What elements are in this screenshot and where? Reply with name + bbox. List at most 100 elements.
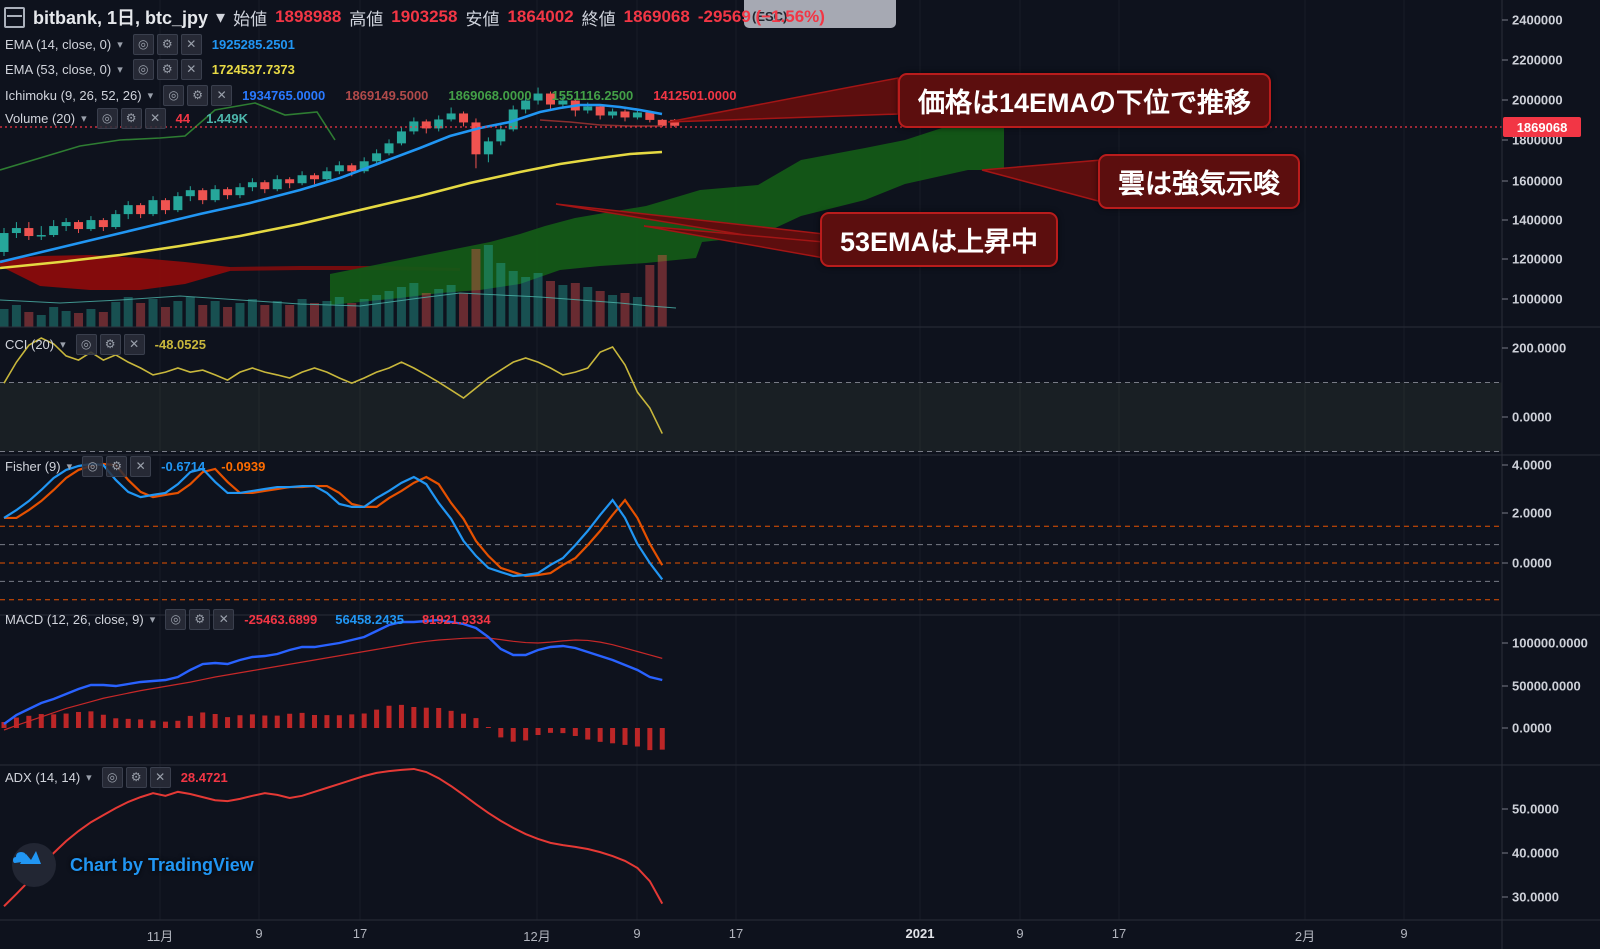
gear-icon[interactable]: ⚙ (106, 455, 128, 477)
chevron-down-icon[interactable]: ▾ (117, 63, 123, 76)
ema53-label: EMA (53, close, 0) (5, 61, 112, 77)
gear-icon[interactable]: ⚙ (120, 107, 142, 129)
adx-value: 28.4721 (180, 769, 228, 785)
low-label: 安値 (465, 9, 500, 29)
escape-tooltip: (ESC) (744, 0, 896, 28)
close-icon[interactable]: ✕ (180, 58, 202, 80)
ichimoku-lagging-value: 1869068.0000 (448, 87, 532, 103)
eye-icon[interactable]: ◎ (132, 58, 154, 80)
price-axis-label: 30.0000 (1512, 889, 1559, 905)
eye-icon[interactable]: ◎ (163, 84, 185, 106)
high-value: 1903258 (391, 7, 458, 26)
close-icon[interactable]: ✕ (213, 608, 235, 630)
open-label: 始値 (233, 9, 268, 29)
gear-icon[interactable]: ⚙ (187, 84, 209, 106)
open-value: 1898988 (275, 7, 342, 26)
chevron-down-icon[interactable]: ▾ (147, 89, 154, 102)
close-icon[interactable]: ✕ (130, 455, 152, 477)
price-axis-label: 2400000 (1512, 12, 1563, 28)
price-axis-label: 4.0000 (1512, 457, 1552, 473)
chevron-down-icon[interactable]: ▾ (81, 112, 87, 125)
cci-value: -48.0525 (154, 336, 206, 352)
legend-ichimoku[interactable]: Ichimoku (9, 26, 52, 26) ▾ ◎ ⚙ ✕ 1934765… (5, 84, 736, 106)
annotation-ema53-rising[interactable]: 53EMAは上昇中 (820, 212, 1059, 267)
gear-icon[interactable]: ⚙ (125, 766, 147, 788)
eye-icon[interactable]: ◎ (96, 107, 118, 129)
close-value: 1869068 (623, 7, 690, 26)
ema53-value: 1724537.7373 (211, 61, 295, 77)
time-axis-label: 11月 (146, 929, 174, 944)
chevron-down-icon[interactable]: ▾ (66, 460, 73, 473)
eye-icon[interactable]: ◎ (165, 608, 187, 630)
gear-icon[interactable]: ⚙ (156, 58, 178, 80)
ichimoku-conversion-value: 1934765.0000 (242, 87, 326, 103)
macd-buttons: ◎ ⚙ ✕ (165, 608, 235, 630)
symbol-caret-icon[interactable]: ▾ (216, 6, 226, 27)
macd-hist-value: -25463.6899 (244, 611, 318, 627)
time-axis-label: 9 (633, 926, 641, 941)
ema14-label: EMA (14, close, 0) (5, 36, 112, 52)
fisher-label: Fisher (9) (5, 458, 61, 474)
price-axis-label: 0.0000 (1512, 409, 1552, 425)
legend-volume[interactable]: Volume (20) ▾ ◎ ⚙ ✕ 44 1.449K (5, 107, 248, 129)
panes-icon[interactable] (4, 6, 25, 28)
cci-label: CCI (20) (5, 336, 55, 352)
price-axis-label: 1200000 (1512, 251, 1563, 267)
legend-ema53[interactable]: EMA (53, close, 0) ▾ ◎ ⚙ ✕ 1724537.7373 (5, 58, 295, 80)
change-value: -29569 (−1.56%) (697, 7, 825, 26)
escape-tooltip-text: (ESC) (752, 9, 788, 24)
gear-icon[interactable]: ⚙ (189, 608, 211, 630)
volume-label: Volume (20) (5, 110, 76, 126)
chevron-down-icon[interactable]: ▾ (60, 338, 66, 351)
ema14-value: 1925285.2501 (211, 36, 295, 52)
time-axis-label: 17 (1111, 926, 1127, 941)
price-axis-label: 40.0000 (1512, 845, 1559, 861)
close-icon[interactable]: ✕ (123, 333, 145, 355)
time-axis-label: 17 (728, 926, 744, 941)
macd-label: MACD (12, 26, close, 9) (5, 611, 144, 627)
price-axis-label: 50000.0000 (1512, 678, 1581, 694)
eye-icon[interactable]: ◎ (82, 455, 104, 477)
time-axis-label: 9 (1400, 926, 1408, 941)
symbol-title[interactable]: bitbank, 1日, btc_jpy (33, 8, 209, 28)
tradingview-footer[interactable]: Chart by TradingView (12, 843, 254, 887)
legend-adx[interactable]: ADX (14, 14) ▾ ◎ ⚙ ✕ 28.4721 (5, 766, 228, 788)
gear-icon[interactable]: ⚙ (99, 333, 121, 355)
annotation-cloud-bullish[interactable]: 雲は強気示唆 (1098, 154, 1300, 209)
price-axis-label: 1000000 (1512, 291, 1563, 307)
close-icon[interactable]: ✕ (211, 84, 233, 106)
fisher-value: -0.6714 (161, 458, 206, 474)
volume-buttons: ◎ ⚙ ✕ (96, 107, 166, 129)
price-axis-label: 0.0000 (1512, 555, 1552, 571)
chevron-down-icon[interactable]: ▾ (149, 613, 156, 626)
legend-ema14[interactable]: EMA (14, close, 0) ▾ ◎ ⚙ ✕ 1925285.2501 (5, 33, 295, 55)
gear-icon[interactable]: ⚙ (156, 33, 178, 55)
close-icon[interactable]: ✕ (180, 33, 202, 55)
legend-macd[interactable]: MACD (12, 26, close, 9) ▾ ◎ ⚙ ✕ -25463.6… (5, 608, 491, 630)
time-axis-label: 9 (1016, 926, 1024, 941)
eye-icon[interactable]: ◎ (75, 333, 97, 355)
close-icon[interactable]: ✕ (144, 107, 166, 129)
volume-ma-value: 1.449K (206, 110, 249, 126)
legend-fisher[interactable]: Fisher (9) ▾ ◎ ⚙ ✕ -0.6714 -0.0939 (5, 455, 265, 477)
eye-icon[interactable]: ◎ (132, 33, 154, 55)
close-icon[interactable]: ✕ (149, 766, 171, 788)
close-label: 終値 (581, 9, 616, 29)
chevron-down-icon[interactable]: ▾ (86, 771, 92, 784)
tradingview-credit[interactable]: Chart by TradingView (70, 854, 254, 875)
volume-value: 44 (175, 110, 191, 126)
legend-cci[interactable]: CCI (20) ▾ ◎ ⚙ ✕ -48.0525 (5, 333, 206, 355)
tradingview-logo-icon[interactable] (12, 843, 56, 887)
price-axis-label: 0.0000 (1512, 720, 1552, 736)
annotation-price-below-ema14[interactable]: 価格は14EMAの下位で推移 (898, 73, 1272, 128)
chevron-down-icon[interactable]: ▾ (117, 38, 123, 51)
time-axis-label: 12月 (523, 929, 551, 944)
ichimoku-base-value: 1869149.5000 (345, 87, 429, 103)
macd-line-value: 56458.2435 (335, 611, 404, 627)
price-axis-label: 100000.0000 (1512, 635, 1588, 651)
price-axis-label: 2200000 (1512, 52, 1563, 68)
eye-icon[interactable]: ◎ (101, 766, 123, 788)
chart-header: bitbank, 1日, btc_jpy ▾ 始値 1898988 高値 190… (4, 4, 825, 30)
